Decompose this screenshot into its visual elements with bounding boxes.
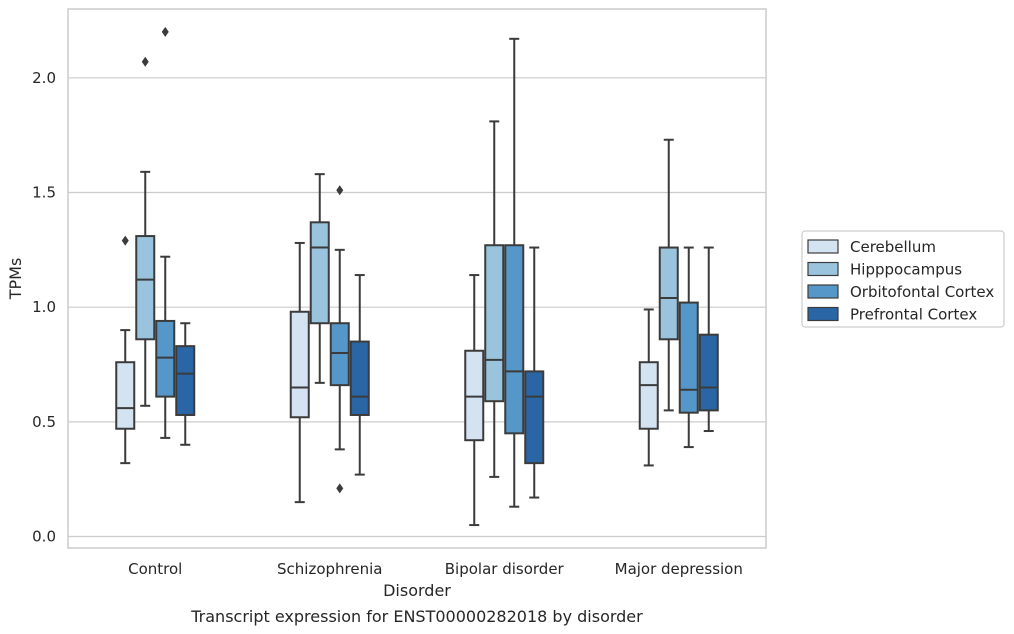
legend-swatch bbox=[807, 239, 839, 254]
outlier-point bbox=[336, 185, 344, 196]
iqr-box bbox=[289, 310, 310, 419]
iqr-box bbox=[175, 345, 196, 416]
box-3-3 bbox=[698, 246, 719, 433]
box-1-0 bbox=[289, 241, 310, 504]
legend-swatch bbox=[807, 306, 839, 322]
box-1-2 bbox=[329, 185, 350, 494]
outlier-point bbox=[336, 483, 344, 494]
y-tick-labels: 0.0 0.5 1.0 1.5 2.0 bbox=[32, 69, 56, 546]
iqr-box bbox=[329, 322, 350, 387]
x-tick-label: Control bbox=[128, 560, 182, 578]
box-0-3 bbox=[175, 322, 196, 446]
y-tick-label: 1.0 bbox=[32, 298, 56, 316]
legend-swatch bbox=[807, 261, 839, 277]
outlier-point bbox=[161, 26, 169, 37]
box-0-2 bbox=[155, 26, 176, 439]
legend-label: Orbitofontal Cortex bbox=[850, 283, 994, 301]
x-tick-label: Major depression bbox=[615, 560, 743, 578]
box-3-1 bbox=[658, 138, 679, 412]
box-2-2 bbox=[504, 37, 525, 508]
y-tick-label: 0.5 bbox=[32, 413, 56, 431]
legend-swatch bbox=[807, 284, 839, 299]
iqr-box bbox=[524, 370, 545, 465]
y-tick-label: 0.0 bbox=[32, 528, 56, 546]
box-0-0 bbox=[115, 235, 136, 465]
iqr-box bbox=[658, 246, 679, 341]
box-2-1 bbox=[484, 120, 505, 478]
figure-caption: Transcript expression for ENST0000028201… bbox=[190, 607, 643, 626]
iqr-box bbox=[678, 301, 699, 414]
iqr-box bbox=[309, 221, 330, 325]
box-3-0 bbox=[638, 308, 659, 467]
iqr-box bbox=[115, 361, 136, 430]
box-2-3 bbox=[524, 246, 545, 499]
box-3-2 bbox=[678, 246, 699, 449]
y-axis-title: TPMs bbox=[6, 258, 25, 301]
plot-frame bbox=[67, 8, 767, 549]
outlier-point bbox=[141, 56, 149, 67]
iqr-box bbox=[349, 340, 370, 416]
x-axis-title: Disorder bbox=[383, 581, 451, 600]
iqr-box bbox=[464, 349, 485, 442]
legend-frame bbox=[801, 230, 1005, 328]
box-1-1 bbox=[309, 173, 330, 384]
x-tick-label: Bipolar disorder bbox=[445, 560, 565, 578]
y-tick-label: 2.0 bbox=[32, 69, 56, 87]
box-groups bbox=[115, 26, 719, 527]
iqr-box bbox=[698, 333, 719, 412]
x-tick-label: Schizophrenia bbox=[277, 560, 382, 578]
box-0-1 bbox=[135, 56, 156, 407]
box-1-3 bbox=[349, 274, 370, 476]
iqr-box bbox=[484, 244, 505, 403]
iqr-box bbox=[155, 319, 176, 398]
legend-label: Prefrontal Cortex bbox=[850, 306, 977, 324]
outlier-point bbox=[121, 235, 129, 246]
box-2-0 bbox=[464, 274, 485, 527]
legend: Cerebellum Hipppocampus Orbitofontal Corte… bbox=[801, 230, 1005, 328]
iqr-box bbox=[504, 244, 525, 435]
y-tick-label: 1.5 bbox=[32, 183, 56, 201]
iqr-box bbox=[135, 235, 156, 341]
iqr-box bbox=[638, 361, 659, 430]
x-tick-labels: Control Schizophrenia Bipolar disorder Majo… bbox=[128, 560, 743, 578]
legend-label: Cerebellum bbox=[850, 238, 936, 256]
legend-label: Hipppocampus bbox=[850, 261, 962, 279]
